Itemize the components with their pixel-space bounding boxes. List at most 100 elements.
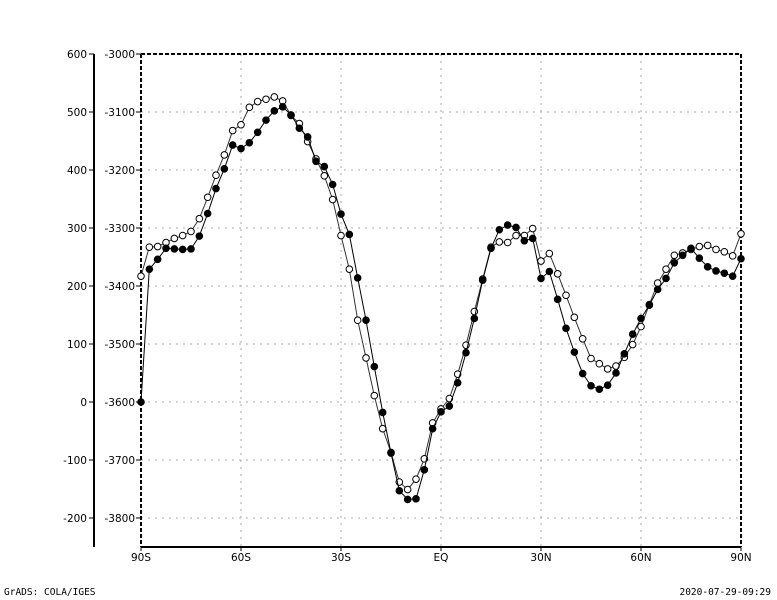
data-point-open-circle — [595, 359, 604, 368]
data-point-open-circle — [245, 103, 254, 112]
data-point-filled-circle — [503, 221, 512, 229]
data-point-filled-circle — [187, 245, 195, 253]
data-point-filled-circle — [695, 254, 704, 262]
data-point-open-circle — [720, 247, 729, 256]
data-point-filled-circle — [662, 274, 670, 283]
data-point-open-circle — [637, 322, 645, 331]
data-point-filled-circle — [603, 381, 612, 389]
data-point-filled-circle — [387, 449, 395, 457]
data-point-filled-circle — [220, 165, 229, 173]
data-point-open-circle — [220, 151, 229, 159]
x-axis-tick-label: 90S — [131, 552, 151, 564]
x-axis-tick-label: 90N — [730, 552, 751, 564]
data-point-open-circle — [712, 245, 720, 254]
left-axis-tick-label: 300 — [67, 223, 87, 235]
data-point-filled-circle — [295, 124, 304, 133]
data-point-open-circle — [578, 334, 587, 343]
x-axis-tick-label: EQ — [434, 552, 449, 564]
left-axis-tick-label: 200 — [67, 281, 87, 293]
data-point-filled-circle — [528, 234, 537, 243]
left-axis-tick-label: 100 — [67, 339, 87, 351]
data-point-open-circle — [628, 340, 637, 349]
data-point-open-circle — [153, 242, 162, 251]
data-point-open-circle — [320, 172, 329, 180]
data-point-filled-circle — [478, 276, 487, 285]
data-point-open-circle — [737, 230, 745, 238]
data-point-open-circle — [203, 193, 212, 202]
data-point-filled-circle — [678, 251, 687, 260]
left-axis-tick-label: -200 — [63, 513, 87, 525]
data-point-open-circle — [403, 485, 412, 494]
right-axis-tick-label: -3700 — [104, 455, 135, 467]
data-point-filled-circle — [570, 348, 579, 356]
data-point-filled-circle — [253, 128, 262, 137]
data-point-filled-circle — [445, 402, 454, 410]
data-point-open-circle — [670, 251, 679, 260]
data-point-open-circle — [662, 265, 670, 273]
data-point-open-circle — [537, 257, 545, 265]
data-point-filled-circle — [712, 267, 720, 275]
data-point-filled-circle — [170, 245, 179, 253]
data-point-open-circle — [328, 195, 337, 204]
data-point-filled-circle — [537, 274, 545, 283]
x-axis-tick-label: 60N — [630, 552, 651, 564]
data-point-filled-circle — [653, 285, 662, 294]
data-point-open-circle — [170, 234, 179, 243]
data-point-open-circle — [653, 279, 662, 287]
data-point-filled-circle — [512, 223, 520, 232]
left-axis-tick-label: 600 — [67, 49, 87, 61]
data-point-open-circle — [528, 224, 537, 233]
data-point-open-circle — [378, 424, 387, 433]
data-point-filled-circle — [637, 314, 645, 323]
data-point-open-circle — [187, 227, 195, 236]
data-point-filled-circle — [553, 295, 562, 304]
left-axis-tick-label: 400 — [67, 165, 87, 177]
data-point-filled-circle — [612, 369, 620, 377]
data-point-open-circle — [512, 231, 520, 240]
data-point-filled-circle — [487, 244, 495, 253]
data-point-filled-circle — [670, 259, 679, 267]
data-point-open-circle — [728, 252, 737, 260]
data-point-filled-circle — [562, 324, 570, 333]
data-point-open-circle — [137, 272, 145, 280]
data-point-open-circle — [262, 95, 270, 104]
data-point-open-circle — [253, 97, 262, 106]
right-axis-tick-label: -3800 — [104, 513, 135, 525]
data-point-filled-circle — [645, 301, 654, 309]
data-point-filled-circle — [453, 379, 462, 387]
x-axis-tick-label: 30S — [331, 552, 351, 564]
data-point-open-circle — [362, 354, 370, 362]
data-point-filled-circle — [303, 133, 312, 141]
data-point-filled-circle — [462, 348, 470, 357]
data-point-filled-circle — [278, 102, 287, 111]
data-point-filled-circle — [470, 314, 479, 323]
data-point-open-circle — [212, 171, 220, 180]
data-point-filled-circle — [195, 232, 204, 240]
data-point-filled-circle — [362, 316, 370, 325]
right-axis-tick-label: -3300 — [104, 223, 135, 235]
data-point-filled-circle — [545, 267, 554, 276]
x-axis-tick-label: 30N — [530, 552, 551, 564]
data-point-open-circle — [695, 242, 704, 251]
data-point-open-circle — [370, 391, 379, 400]
left-axis-tick-label: 0 — [80, 397, 87, 409]
data-point-open-circle — [270, 93, 279, 101]
data-point-filled-circle — [595, 385, 604, 394]
data-point-open-circle — [345, 265, 354, 273]
data-point-filled-circle — [145, 265, 154, 273]
data-point-filled-circle — [687, 244, 695, 253]
data-point-filled-circle — [162, 244, 170, 253]
data-point-open-circle — [503, 238, 512, 247]
data-point-filled-circle — [720, 269, 729, 278]
data-point-open-circle — [570, 313, 579, 322]
data-point-filled-circle — [345, 230, 354, 239]
data-point-filled-circle — [270, 107, 279, 115]
data-point-open-circle — [337, 231, 345, 240]
footer-credit: GrADS: COLA/IGES — [4, 587, 96, 598]
data-point-open-circle — [703, 241, 712, 250]
data-point-open-circle — [195, 214, 204, 223]
data-point-filled-circle — [737, 254, 745, 263]
data-point-filled-circle — [245, 138, 254, 147]
data-point-open-circle — [237, 120, 245, 129]
